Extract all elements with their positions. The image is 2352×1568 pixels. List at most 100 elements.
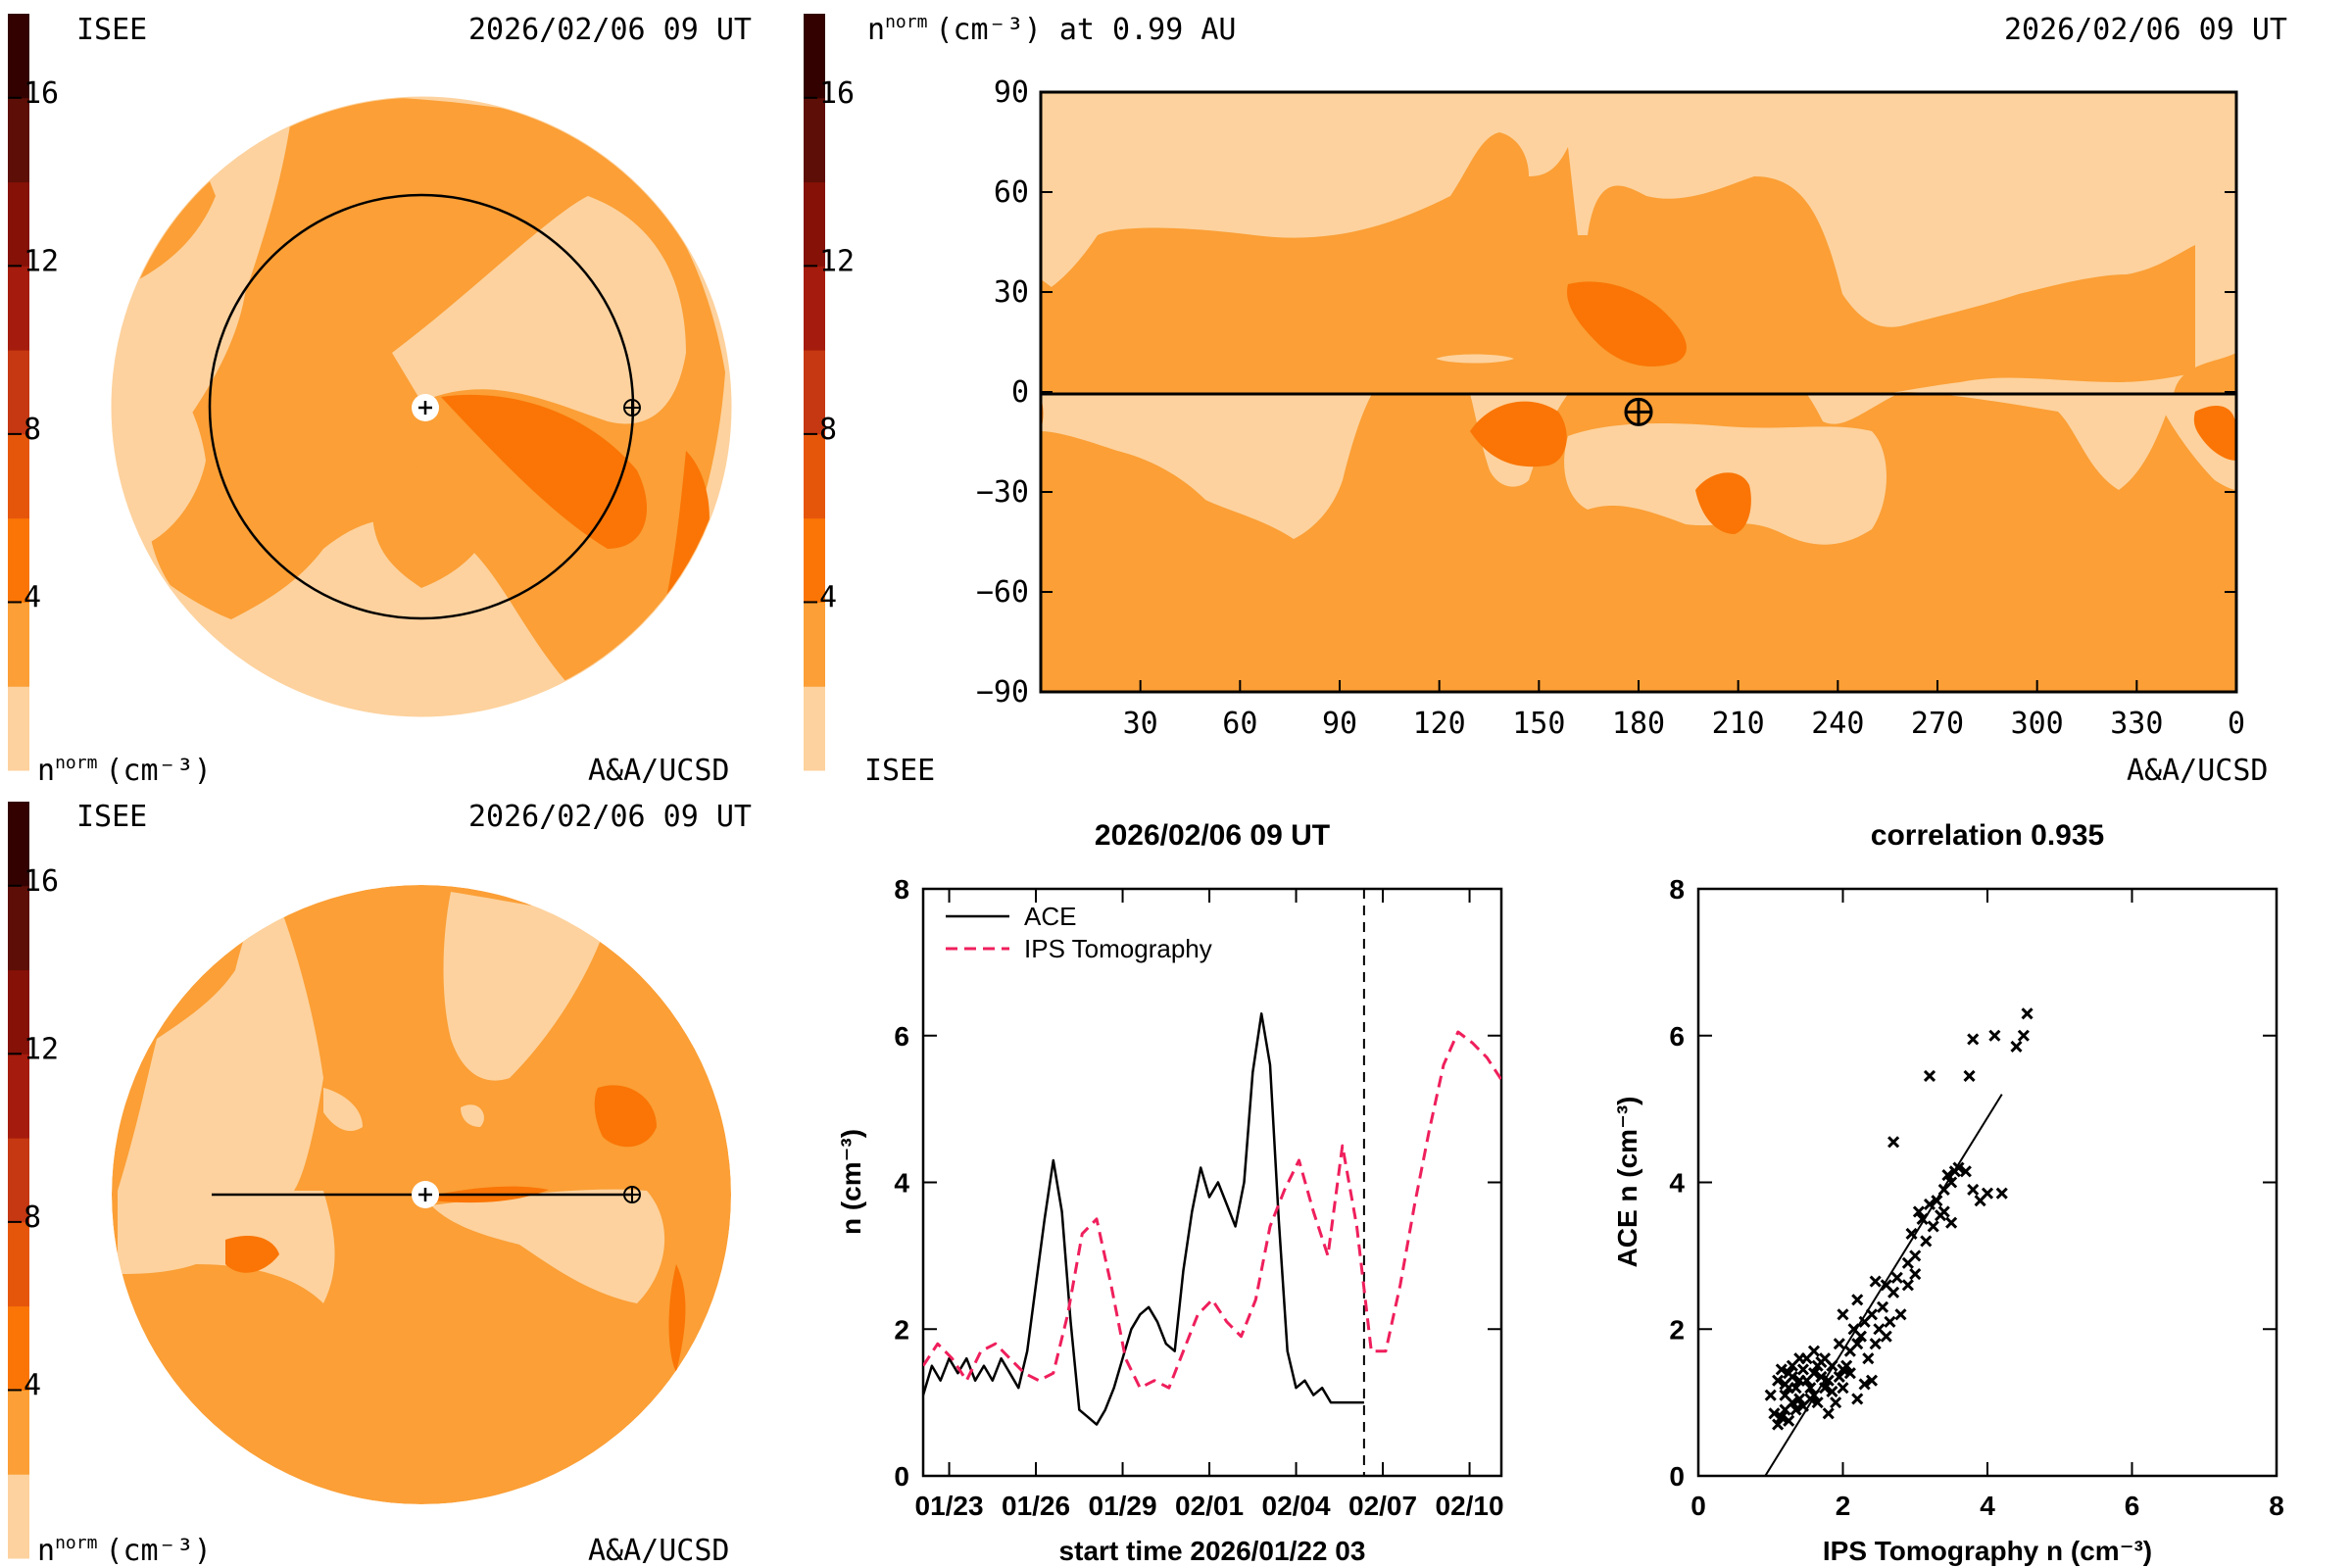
sc-point <box>2017 1029 2030 1042</box>
sc-point <box>1851 1338 1864 1350</box>
ts-xlabel: start time 2026/01/22 03 <box>1059 1536 1366 1566</box>
sc-point <box>1909 1250 1922 1262</box>
sc-ytick-label: 0 <box>1669 1461 1685 1492</box>
sc-point <box>1884 1315 1896 1328</box>
sc-xtick-label: 0 <box>1690 1491 1706 1521</box>
sc-point <box>1854 1330 1868 1343</box>
colorbar-band <box>8 1305 29 1391</box>
sc-ytick-label: 6 <box>1669 1021 1685 1052</box>
sc-xtick-label: 4 <box>1980 1491 1995 1521</box>
colorbar-band <box>804 350 825 435</box>
colorbar-band <box>8 266 29 351</box>
bottom-left-colorbar: 16 12 8 4 <box>8 802 59 1559</box>
sc-point <box>1869 1338 1882 1350</box>
sc-point <box>1807 1389 1821 1401</box>
top-left-unit-label: nnorm (cm⁻³) <box>37 753 212 788</box>
sc-point <box>1775 1363 1788 1376</box>
map-longitude-ticks: 30 60 90 120 150 180 210 240 270 300 330 0 <box>1123 680 2245 741</box>
bottom-left-isee-label: ISEE <box>76 800 147 834</box>
sc-point <box>1811 1396 1824 1409</box>
sc-point <box>1807 1367 1821 1380</box>
colorbar-band <box>804 602 825 687</box>
colorbar-band <box>8 602 29 687</box>
sc-xlabel: IPS Tomography n (cm⁻³) <box>1823 1536 2152 1566</box>
colorbar-band <box>8 350 29 435</box>
colorbar-band <box>8 885 29 971</box>
colorbar-band <box>804 181 825 267</box>
map-isee-label: ISEE <box>864 754 935 788</box>
colorbar-tick-label: 16 <box>819 76 855 111</box>
colorbar-band <box>804 266 825 351</box>
sc-point <box>1901 1279 1914 1292</box>
colorbar-band <box>8 1221 29 1307</box>
sc-fit-line <box>1764 1094 2003 1476</box>
sc-point <box>1826 1385 1838 1397</box>
map-lon-tick-label: 90 <box>1322 707 1357 741</box>
legend-ips-label: IPS Tomography <box>1024 934 1212 963</box>
colorbar-band <box>804 14 825 99</box>
sc-point <box>1887 1136 1900 1149</box>
colorbar-band <box>8 969 29 1054</box>
sc-point <box>1793 1352 1806 1365</box>
ts-xtick-label: 01/23 <box>915 1491 984 1521</box>
sc-point <box>2021 1007 2034 1020</box>
sc-point <box>1764 1389 1777 1401</box>
sc-point <box>1815 1370 1828 1383</box>
colorbar-band <box>804 433 825 519</box>
colorbar-band <box>8 802 29 887</box>
sc-point <box>1912 1205 1926 1218</box>
sc-xtick-label: 6 <box>2125 1491 2140 1521</box>
colorbar-band <box>8 433 29 519</box>
sc-point <box>1851 1294 1864 1306</box>
colorbar-tick-label: 16 <box>24 864 59 899</box>
sc-point <box>1876 1300 1889 1313</box>
ts-xtick-label: 01/29 <box>1089 1491 1157 1521</box>
sc-point <box>1923 1198 1936 1211</box>
sc-point <box>1894 1308 1907 1321</box>
sc-ytick-label: 4 <box>1669 1168 1685 1199</box>
map-lon-tick-label: 270 <box>1911 707 1964 741</box>
top-left-credit: A&A/UCSD <box>588 754 730 788</box>
colorbar-tick-label: 16 <box>24 76 59 111</box>
sc-point <box>1783 1382 1795 1395</box>
map-lat-tick-label: 0 <box>1011 375 1029 410</box>
sc-point <box>1804 1382 1817 1395</box>
map-lon-tick-label: 120 <box>1413 707 1466 741</box>
sc-point <box>1923 1069 1936 1082</box>
map-date-label: 2026/02/06 09 UT <box>2004 13 2287 47</box>
map-lon-tick-label: 30 <box>1123 707 1158 741</box>
sc-point <box>1967 1033 1980 1046</box>
colorbar-band <box>8 1054 29 1139</box>
ts-ytick-label: 8 <box>894 874 909 905</box>
ts-xtick-label: 02/10 <box>1436 1491 1504 1521</box>
sc-point <box>1833 1338 1845 1350</box>
sc-point <box>1862 1352 1875 1365</box>
sc-point <box>1772 1418 1785 1431</box>
sc-point <box>1837 1382 1849 1395</box>
sc-point <box>1783 1414 1795 1427</box>
colorbar-band <box>804 517 825 603</box>
map-lat-tick-label: 60 <box>994 175 1029 210</box>
ts-series-group <box>923 1012 1501 1426</box>
sc-point <box>1822 1374 1835 1387</box>
sc-point <box>1779 1389 1791 1401</box>
sc-point <box>1843 1367 1856 1380</box>
colorbar-band <box>8 517 29 603</box>
ts-title: 2026/02/06 09 UT <box>1095 819 1330 852</box>
sc-point <box>1920 1235 1933 1248</box>
colorbar-tick-label: 4 <box>819 580 837 614</box>
sc-point <box>1909 1268 1922 1281</box>
map-lon-tick-label: 0 <box>2228 707 2245 741</box>
sc-point <box>1959 1165 1972 1178</box>
map-lon-tick-label: 150 <box>1512 707 1565 741</box>
sc-point <box>1818 1382 1832 1395</box>
bottom-left-panel: 16 12 8 4 ISEE 2026/02/06 09 UT nnorm (cm⁻³)… <box>8 800 752 1568</box>
sc-frame <box>1696 887 2278 1478</box>
sc-title: correlation 0.935 <box>1871 819 2104 852</box>
sc-point <box>1833 1370 1845 1383</box>
top-left-panel: 16 12 8 4 ISEE 2026/02/06 09 UT nnorm (cm⁻³)… <box>8 13 752 788</box>
sc-point <box>1974 1195 1986 1207</box>
sc-point <box>1967 1183 1980 1197</box>
ts-axes: 0 2 4 6 8 01/23 01/26 01/29 02/01 02/04 02/07 02/10 <box>894 874 1503 1521</box>
